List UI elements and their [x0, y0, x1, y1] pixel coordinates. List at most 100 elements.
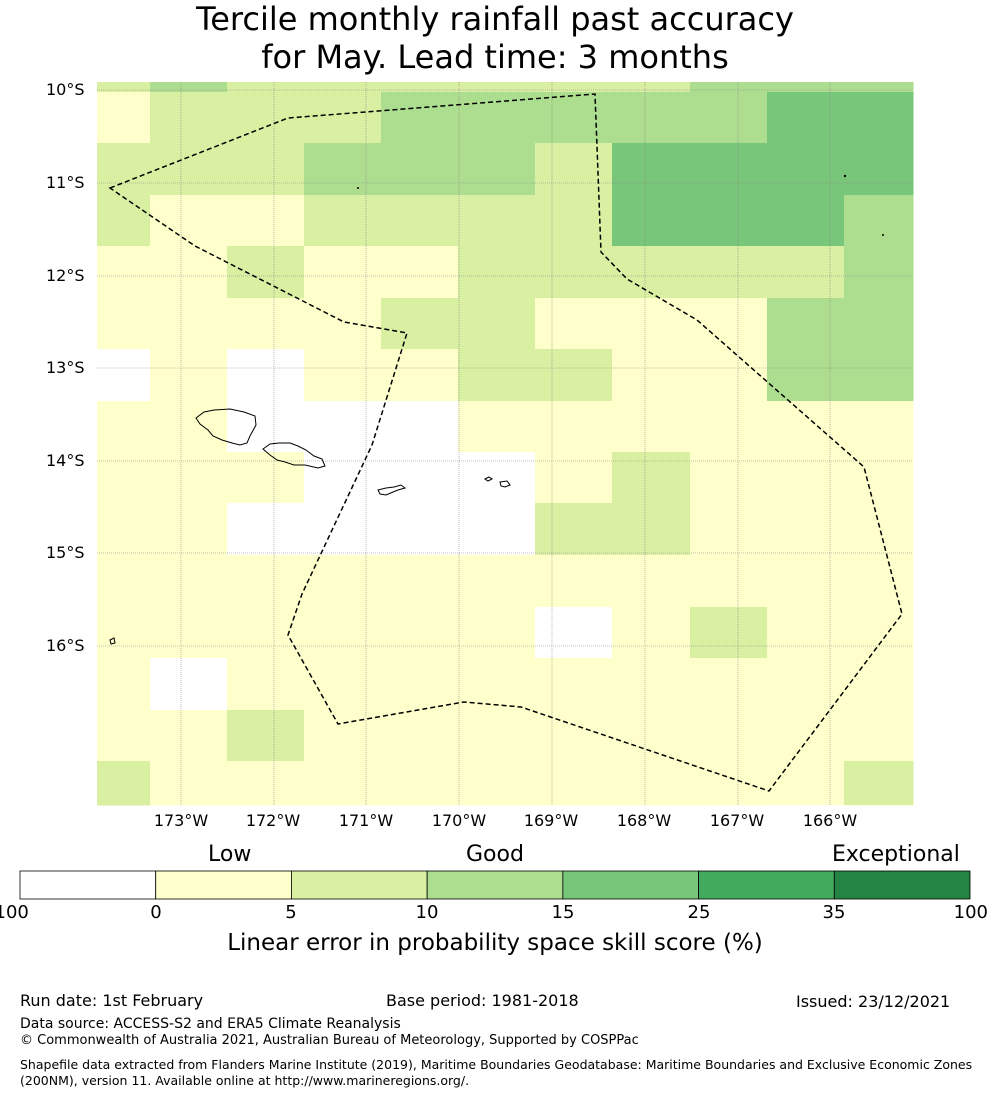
grid-cell [844, 555, 914, 608]
grid-cell [150, 761, 228, 806]
grid-cell [844, 92, 914, 144]
grid-cell [97, 607, 151, 659]
grid-cell [97, 143, 151, 196]
grid-cell [690, 143, 768, 196]
grid-cell [227, 658, 305, 711]
title-line-2: for May. Lead time: 3 months [261, 38, 729, 76]
grid-cell [304, 401, 382, 453]
grid-cell [844, 246, 914, 299]
lon-label-170w: 170°W [431, 811, 487, 830]
grid-cell [227, 607, 305, 659]
grid-cell [381, 195, 459, 247]
grid-cell [304, 82, 382, 93]
grid-cell [150, 710, 228, 762]
grid-cell [767, 452, 845, 504]
grid-cell [97, 761, 151, 806]
colorbar-tick-15: 15 [551, 902, 575, 923]
grid-cell [458, 195, 536, 247]
lon-label-171w: 171°W [338, 811, 394, 830]
grid-cell [767, 503, 845, 556]
data-source: Data source: ACCESS-S2 and ERA5 Climate … [20, 1016, 401, 1032]
grid-cell [690, 710, 768, 762]
grid-cell [535, 555, 613, 608]
grid-cell [767, 658, 845, 711]
grid-cell [458, 805, 536, 806]
grid-cell [227, 143, 305, 196]
grid-cell [767, 246, 845, 299]
grid-cell [458, 298, 536, 350]
lon-label-166w: 166°W [802, 811, 858, 830]
grid-cell [690, 607, 768, 659]
grid-cell [767, 710, 845, 762]
copyright-notice: © Commonwealth of Australia 2021, Austra… [20, 1033, 639, 1048]
grid-cell [535, 658, 613, 711]
grid-cell [304, 503, 382, 556]
grid-cell [304, 658, 382, 711]
grid-cell [381, 143, 459, 196]
grid-cell [97, 401, 151, 453]
lon-label-169w: 169°W [523, 811, 579, 830]
grid-cell [381, 658, 459, 711]
grid-cell [458, 555, 536, 608]
grid-cell [535, 349, 613, 402]
chart-title: Tercile monthly rainfall past accuracy f… [0, 0, 990, 76]
grid-cell [227, 503, 305, 556]
grid-cell [458, 82, 536, 93]
grid-cell [381, 761, 459, 806]
colorbar-segment [155, 870, 292, 900]
grid-cell [458, 658, 536, 711]
grid-cell [97, 555, 151, 608]
grid-cell [381, 805, 459, 806]
grid-cell [535, 92, 613, 144]
grid-cell [690, 298, 768, 350]
tutuila-island [377, 484, 407, 496]
grid-cell [227, 452, 305, 504]
eez-boundary [108, 93, 903, 792]
grid-cell [304, 761, 382, 806]
grid-cell [227, 555, 305, 608]
colorbar-tick-5: 5 [285, 902, 297, 923]
samoa-upolu-island [195, 408, 257, 446]
lon-label-173w: 173°W [153, 811, 209, 830]
grid-cell [97, 195, 151, 247]
colorbar-segment [426, 870, 564, 900]
shapefile-credit: Shapefile data extracted from Flanders M… [20, 1057, 973, 1088]
colorbar-segment [833, 870, 971, 900]
colorbar-label: Linear error in probability space skill … [227, 930, 763, 956]
grid-cell [381, 298, 459, 350]
grid-cell [612, 401, 691, 453]
grid-cell [612, 349, 691, 402]
grid-cell [150, 246, 228, 299]
tokelau-islet-2 [843, 174, 847, 178]
grid-cell [767, 92, 845, 144]
lat-label-12s: 12°S [46, 266, 85, 285]
colorbar [19, 870, 971, 900]
grid-cell [381, 246, 459, 299]
grid-cell [535, 246, 613, 299]
grid-cell [227, 710, 305, 762]
grid-cell [612, 710, 691, 762]
grid-cell [381, 555, 459, 608]
grid-cell [381, 82, 459, 93]
grid-cell [97, 82, 151, 93]
tokelau-islet-3 [882, 234, 884, 236]
grid-cell [612, 503, 691, 556]
grid-cell [227, 195, 305, 247]
grid-cell [690, 452, 768, 504]
grid-cell [612, 452, 691, 504]
grid-cell [612, 298, 691, 350]
colorbar-segment [19, 870, 157, 900]
grid-cell [381, 503, 459, 556]
grid-cell [150, 452, 228, 504]
grid-cell [767, 82, 845, 93]
grid-cell [612, 658, 691, 711]
grid-cell [304, 298, 382, 350]
title-line-1: Tercile monthly rainfall past accuracy [196, 0, 794, 38]
grid-cell [227, 805, 305, 806]
grid-cell [844, 298, 914, 350]
grid-cell [767, 555, 845, 608]
grid-cell [767, 195, 845, 247]
grid-cell [844, 710, 914, 762]
island-outlines [109, 174, 884, 645]
